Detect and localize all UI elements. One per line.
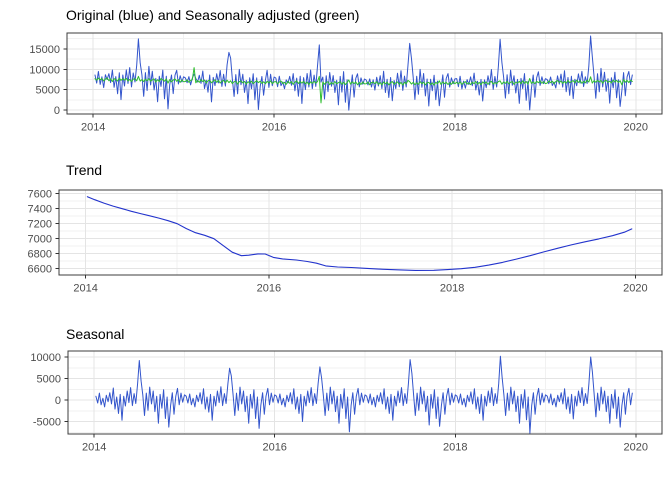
panel-1-gridlines	[59, 190, 662, 275]
y-tick-label: 7400	[28, 203, 52, 215]
x-tick-label: 2014	[82, 442, 106, 454]
panel-0-axes: 0 5000 10000 15000 2014 2016 2018 2020	[29, 44, 648, 134]
x-tick-label: 2018	[443, 442, 467, 454]
y-tick-label: 15000	[29, 44, 60, 56]
x-tick-label: 2018	[440, 283, 464, 295]
panel-seasonal-title: Seasonal	[66, 326, 125, 342]
panel-1-border	[58, 189, 663, 276]
y-tick-label: 7600	[28, 188, 52, 200]
x-tick-label: 2016	[257, 283, 281, 295]
trend-line	[86, 196, 633, 271]
y-tick-label: 10000	[29, 64, 60, 76]
y-tick-label: 6600	[28, 263, 52, 275]
panel-trend-title: Trend	[66, 162, 103, 178]
x-tick-label: 2014	[73, 283, 97, 295]
y-tick-label: 7000	[28, 233, 52, 245]
x-tick-label: 2014	[81, 122, 105, 134]
y-tick-label: 0	[54, 105, 60, 117]
y-tick-label: 10000	[30, 352, 61, 364]
panel-2-axes: -5000 0 5000 10000 2014 2016 2018 2020	[30, 352, 648, 454]
y-tick-label: 0	[55, 395, 61, 407]
x-tick-label: 2016	[262, 122, 286, 134]
x-tick-label: 2016	[262, 442, 286, 454]
panel-2-border	[67, 350, 663, 435]
panel-0: 0 5000 10000 15000 2014 2016 2018 2020	[29, 32, 663, 134]
x-tick-label: 2020	[624, 442, 648, 454]
panel-original-title: Original (blue) and Seasonally adjusted …	[66, 7, 360, 23]
panel-0-gridlines	[67, 33, 662, 114]
panel-0-border	[66, 32, 663, 115]
y-tick-label: 7200	[28, 218, 52, 230]
original-series-line	[94, 35, 633, 111]
y-tick-label: 5000	[36, 85, 60, 97]
panel-2: -5000 0 5000 10000 2014 2016 2018 2020	[30, 350, 663, 454]
panel-1-axes: 6600 6800 7000 7200 7400 7600 2014 2016 2018 2020	[28, 188, 648, 294]
y-tick-label: 6800	[28, 248, 52, 260]
seasonal-series-line	[95, 355, 633, 434]
x-tick-label: 2018	[443, 122, 467, 134]
x-tick-label: 2020	[624, 122, 648, 134]
x-tick-label: 2020	[623, 283, 647, 295]
y-tick-label: 5000	[37, 374, 61, 386]
seasonally-adjusted-series-line	[94, 67, 633, 104]
y-tick-label: -5000	[33, 417, 61, 429]
panel-1: 6600 6800 7000 7200 7400 7600 2014 2016 2018 2020	[28, 188, 663, 295]
